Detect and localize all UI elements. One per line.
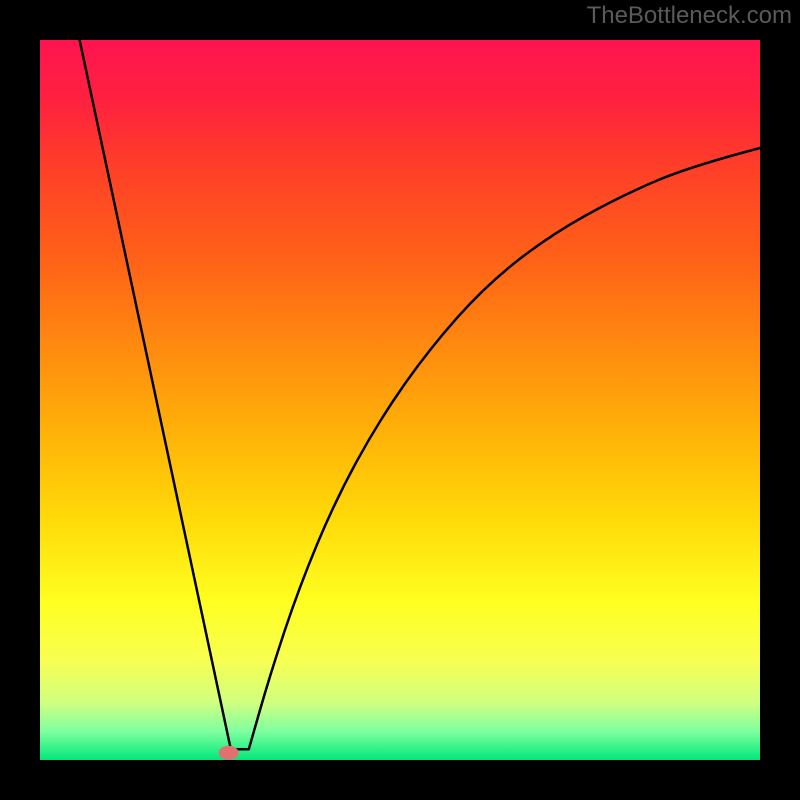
- plot-background-gradient: [40, 40, 760, 760]
- figure-container: TheBottleneck.com: [0, 0, 800, 800]
- minimum-marker: [219, 746, 239, 760]
- bottleneck-chart: [0, 0, 800, 800]
- watermark-text: TheBottleneck.com: [587, 2, 792, 30]
